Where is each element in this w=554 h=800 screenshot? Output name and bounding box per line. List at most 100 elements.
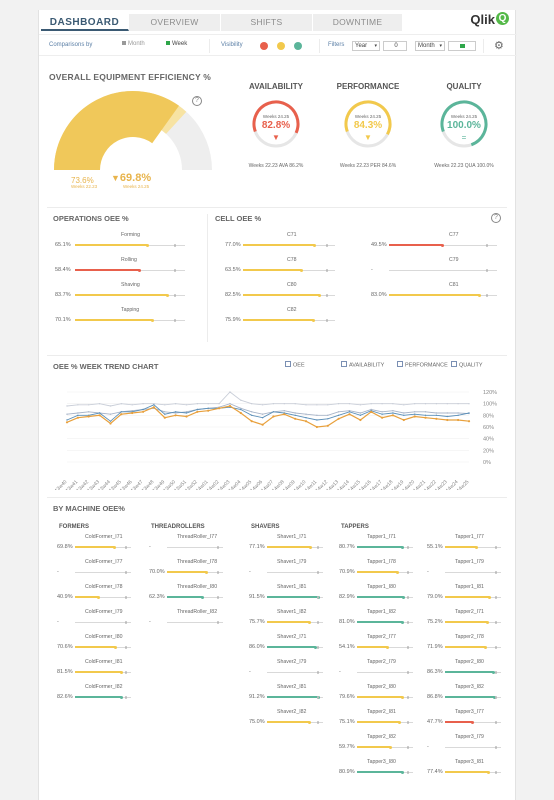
machine-tapper2-i81-marker xyxy=(398,720,401,724)
trend-point-quality xyxy=(153,403,155,405)
trend-point-oee xyxy=(152,406,155,409)
operation-forming-label: Forming xyxy=(121,232,141,238)
machine-coldformer-i82-target xyxy=(125,695,127,699)
trend-point-quality xyxy=(359,404,362,406)
visibility-quality-toggle[interactable] xyxy=(294,42,302,50)
trend-point-availability xyxy=(261,413,264,415)
trend-xtick-label: 2013w46 xyxy=(115,479,134,490)
machine-tapper2-i78-label: Tapper2_I78 xyxy=(455,634,484,640)
machine-coldformer-i78-track xyxy=(75,597,131,598)
machine-coldformer-i78-label: ColdFormer_I78 xyxy=(85,584,123,590)
year-select[interactable]: Year ▾ xyxy=(352,41,380,51)
trend-point-oee xyxy=(142,410,145,413)
machine-tapper2-i82-bar xyxy=(357,746,390,748)
month-select[interactable]: Month ▾ xyxy=(415,41,445,51)
machine-tapper2-i71-target xyxy=(495,620,497,624)
legend-performance[interactable]: PERFORMANCE xyxy=(397,361,448,368)
trend-point-oee xyxy=(174,414,177,417)
trend-point-performance xyxy=(196,408,199,411)
machine-coldformer-i82-marker xyxy=(120,695,123,699)
trend-point-availability xyxy=(403,412,405,414)
settings-gear-icon[interactable]: ⚙ xyxy=(494,40,504,52)
trend-xtick-label: 2014w18 xyxy=(376,479,395,490)
trend-point-quality xyxy=(261,404,264,406)
cell-c79-value: - xyxy=(371,267,373,273)
trend-point-oee xyxy=(467,420,471,423)
machine-tapper2-i71-marker xyxy=(486,620,489,624)
trend-xtick-label: 2014w23 xyxy=(430,479,449,490)
cell-c81-marker xyxy=(478,293,481,297)
machine-shaver1-i81-target xyxy=(317,595,319,599)
legend-availability[interactable]: AVAILABILITY xyxy=(341,361,384,368)
kpi-availability-weeks: Weeks 24.25 xyxy=(262,114,290,119)
machine-tapper2-i80-label: Tapper2_I80 xyxy=(455,659,484,665)
tab-shifts[interactable]: SHIFTS xyxy=(221,14,313,31)
trend-point-performance xyxy=(316,419,318,421)
tab-dashboard[interactable]: DASHBOARD xyxy=(41,14,129,31)
week-toggle[interactable]: Week xyxy=(166,41,187,47)
machine-tapper2-i80-bar xyxy=(445,671,493,673)
machine-coldformer-i78-target xyxy=(125,595,127,599)
legend-quality[interactable]: QUALITY xyxy=(451,361,483,368)
month-value-field[interactable] xyxy=(448,41,476,51)
operation-rolling-marker xyxy=(138,268,141,272)
trend-point-oee xyxy=(239,411,242,415)
cell-c78-target xyxy=(326,268,328,272)
machine-shaver1-i82-value: 75.7% xyxy=(249,619,265,625)
trend-point-quality xyxy=(207,403,209,405)
trend-point-availability xyxy=(164,411,166,413)
trend-point-oee xyxy=(315,425,318,429)
trend-point-quality xyxy=(218,403,220,405)
machine-tapper3-i81-label: Tapper3_I81 xyxy=(455,759,484,765)
trend-xtick-label: 2014w25 xyxy=(452,479,471,490)
cell-c80-value: 82.5% xyxy=(225,292,241,298)
trend-point-availability xyxy=(370,408,372,411)
cell-c81-label: C81 xyxy=(449,282,459,288)
legend-oee[interactable]: OEE xyxy=(285,361,305,368)
machine-tapper1-i71-target xyxy=(407,545,409,549)
machines-title: BY MACHINE OEE% xyxy=(53,504,125,513)
machine-tapper2-i78-target xyxy=(495,645,497,649)
trend-point-performance xyxy=(337,414,340,416)
cell-c81-bar xyxy=(389,294,479,296)
visibility-availability-toggle[interactable] xyxy=(260,42,268,50)
trend-chart: 120%100%80%60%40%20%0%2013w402013w412013… xyxy=(50,390,497,490)
machine-tapper1-i82-target xyxy=(407,620,409,624)
oee-help-icon[interactable]: ? xyxy=(192,96,202,106)
trend-xtick-label: 2014w05 xyxy=(235,479,254,490)
trend-point-quality xyxy=(283,403,285,405)
cell-help-icon[interactable]: ? xyxy=(491,213,501,223)
visibility-performance-toggle[interactable] xyxy=(277,42,285,50)
trend-title: OEE % WEEK TREND CHART xyxy=(53,362,159,371)
year-value-field[interactable]: 0 xyxy=(383,41,407,51)
tab-overview[interactable]: OVERVIEW xyxy=(129,14,221,31)
trend-point-availability xyxy=(251,411,253,413)
machine-tapper1-i80-marker xyxy=(402,595,405,599)
trend-point-quality xyxy=(403,404,405,406)
trend-point-oee xyxy=(337,417,340,420)
machine-coldformer-i82-bar xyxy=(75,696,121,698)
trend-point-quality xyxy=(381,403,383,405)
kpi-quality-indicator: = xyxy=(461,133,467,142)
machine-shaver1-i79-track xyxy=(267,572,323,573)
machine-tapper1-i80-bar xyxy=(357,596,403,598)
trend-point-quality xyxy=(98,403,101,405)
machine-shaver2-i81-value: 91.2% xyxy=(249,694,265,700)
kpi-availability-title: AVAILABILITY xyxy=(249,82,303,91)
machine-tapper3-i77-bar xyxy=(445,721,472,723)
trend-point-performance xyxy=(174,411,177,413)
machine-shaver1-i71-bar xyxy=(267,546,310,548)
cell-c77-target xyxy=(486,243,488,247)
trend-point-oee xyxy=(381,416,384,419)
machine-shaver2-i71-marker xyxy=(314,645,317,649)
cell-c80-bar xyxy=(243,294,319,296)
trend-point-performance xyxy=(272,411,275,413)
cell-c79-label: C79 xyxy=(449,257,459,263)
trend-legend: OEE AVAILABILITY PERFORMANCE QUALITY xyxy=(285,361,505,372)
tab-downtime[interactable]: DOWNTIME xyxy=(313,14,403,31)
trend-point-oee xyxy=(87,415,90,418)
trend-xtick-label: 2014w21 xyxy=(408,479,427,490)
trend-point-performance xyxy=(240,408,242,411)
machine-threadroller-i78-value: 70.0% xyxy=(149,569,165,575)
month-toggle[interactable]: Month xyxy=(122,41,145,47)
